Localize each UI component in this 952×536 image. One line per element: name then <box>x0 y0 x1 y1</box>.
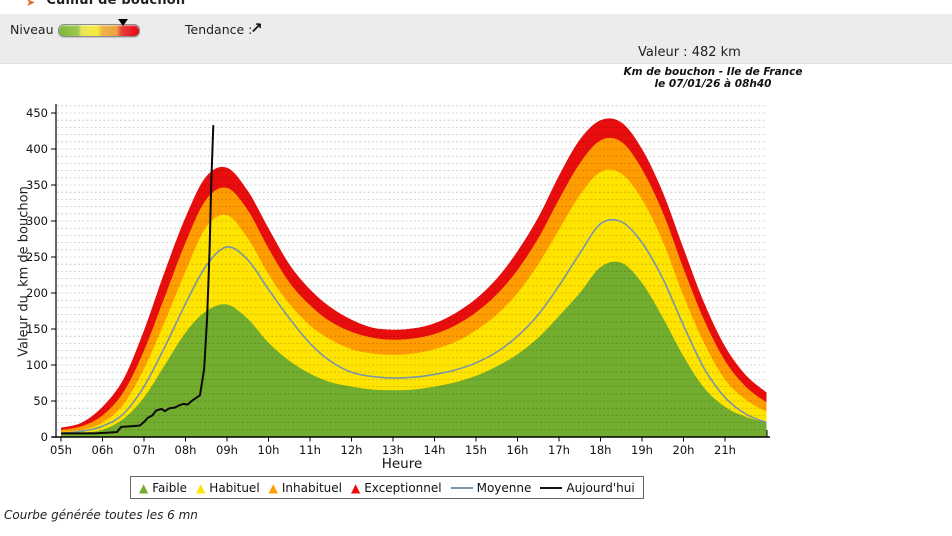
x-tick-label: 18h <box>590 443 612 457</box>
page-title: Cumul de bouchon <box>46 0 186 8</box>
legend-label: Habituel <box>209 480 260 495</box>
x-tick-label: 08h <box>175 443 197 457</box>
legend-item-aujourdhui: Aujourd'hui <box>540 480 635 495</box>
legend-marker-triangle-icon: ▲ <box>350 480 361 495</box>
legend-label: Faible <box>152 480 188 495</box>
x-tick-label: 09h <box>216 443 238 457</box>
chart-subtitle-line1: Km de bouchon - Ile de France <box>623 66 803 78</box>
y-tick-label: 50 <box>33 394 48 408</box>
legend-item-inhabituel: ▲ Inhabituel <box>269 481 342 495</box>
legend-label: Exceptionnel <box>364 480 442 495</box>
x-tick-label: 07h <box>133 443 155 457</box>
x-tick-label: 11h <box>299 443 321 457</box>
legend-label: Inhabituel <box>281 480 342 495</box>
trend-up-arrow-icon: ↗ <box>250 19 263 37</box>
x-tick-label: 05h <box>50 443 72 457</box>
level-gauge <box>58 19 140 37</box>
x-tick-label: 10h <box>258 443 280 457</box>
x-axis-title: Heure <box>382 456 423 472</box>
y-tick-label: 100 <box>26 358 48 372</box>
y-tick-label: 350 <box>26 178 48 192</box>
line-aujourdhui <box>61 125 215 435</box>
y-tick-label: 250 <box>26 250 48 264</box>
x-tick-label: 21h <box>714 443 736 457</box>
gauge-marker-icon <box>118 19 129 26</box>
y-tick-label: 300 <box>26 214 48 228</box>
chart-subtitle-line2: le 07/01/26 à 08h40 <box>654 78 772 90</box>
x-tick-label: 16h <box>507 443 529 457</box>
legend-item-moyenne: Moyenne <box>450 480 532 495</box>
legend-item-faible: ▲ Faible <box>139 481 187 495</box>
legend-label: Aujourd'hui <box>566 480 635 495</box>
current-value-text: Valeur : 482 km <box>638 45 741 60</box>
legend-marker-triangle-icon: ▲ <box>139 480 149 495</box>
y-tick-label: 200 <box>26 286 48 300</box>
line-moyenne <box>60 218 767 435</box>
legend-marker-triangle-icon: ▲ <box>268 480 278 495</box>
tendance-label: Tendance : <box>185 22 253 37</box>
x-tick-label: 15h <box>465 443 487 457</box>
congestion-chart: 0 50 100 150 200 250 300 350 400 450 05h 06h 07h 08h 0… <box>26 104 770 472</box>
legend-item-habituel: ▲ Habituel <box>196 481 260 495</box>
page-header: ➤ Cumul de bouchon <box>26 0 185 9</box>
legend-item-exceptionnel: ▲ Exceptionnel <box>351 481 442 495</box>
niveau-label: Niveau : <box>10 22 62 37</box>
x-tick-label: 06h <box>92 443 114 457</box>
traffic-bullet-icon: ➤ <box>26 0 36 9</box>
status-toolbar: Niveau : Tendance : ↗ Valeur : 482 km <box>0 14 952 64</box>
area-faible <box>61 261 767 437</box>
x-tick-label: 17h <box>548 443 570 457</box>
refresh-note: Courbe générée toutes les 6 mn <box>4 508 198 522</box>
x-tick-label: 14h <box>424 443 446 457</box>
chart-legend: ▲ Faible ▲ Habituel ▲ Inhabituel ▲ Exceptionnel… <box>130 476 644 499</box>
y-tick-label: 0 <box>41 430 48 444</box>
chart-subtitle: Km de bouchon - Ile de France le 07/01/2… <box>623 66 803 90</box>
y-tick-label: 450 <box>26 106 48 120</box>
x-tick-label: 19h <box>631 443 653 457</box>
x-tick-label: 20h <box>673 443 695 457</box>
x-tick-label: 12h <box>341 443 363 457</box>
legend-marker-triangle-icon: ▲ <box>196 480 206 495</box>
y-tick-label: 400 <box>26 142 48 156</box>
legend-label: Moyenne <box>476 480 532 495</box>
x-tick-label: 13h <box>382 443 404 457</box>
legend-marker-line-icon <box>540 486 563 489</box>
y-tick-label: 150 <box>26 322 48 336</box>
legend-marker-line-icon <box>450 486 473 489</box>
